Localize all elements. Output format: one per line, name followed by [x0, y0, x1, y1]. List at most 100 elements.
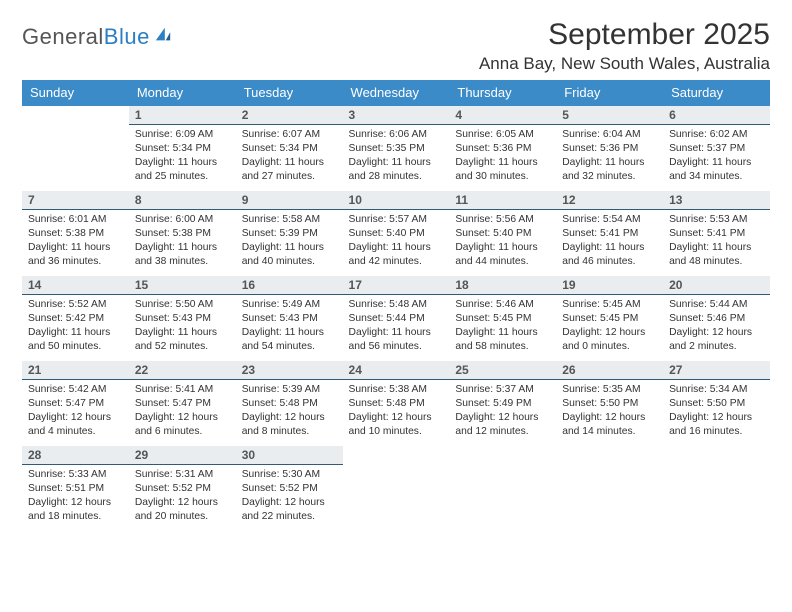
- day-number: 23: [236, 361, 343, 380]
- day-number: 7: [22, 191, 129, 210]
- day-data: Sunrise: 5:50 AMSunset: 5:43 PMDaylight:…: [129, 295, 236, 358]
- title-block: September 2025 Anna Bay, New South Wales…: [479, 18, 770, 74]
- sunset-text: Sunset: 5:48 PM: [242, 397, 337, 411]
- sunset-text: Sunset: 5:50 PM: [669, 397, 764, 411]
- sunset-text: Sunset: 5:47 PM: [28, 397, 123, 411]
- location: Anna Bay, New South Wales, Australia: [479, 54, 770, 74]
- sunrise-text: Sunrise: 5:38 AM: [349, 383, 444, 397]
- calendar-cell: 21Sunrise: 5:42 AMSunset: 5:47 PMDayligh…: [22, 361, 129, 446]
- day-data: Sunrise: 5:54 AMSunset: 5:41 PMDaylight:…: [556, 210, 663, 273]
- daylight-line1: Daylight: 12 hours: [242, 496, 337, 510]
- daylight-line1: Daylight: 12 hours: [669, 411, 764, 425]
- day-number: 17: [343, 276, 450, 295]
- sunrise-text: Sunrise: 5:53 AM: [669, 213, 764, 227]
- sunrise-text: Sunrise: 5:54 AM: [562, 213, 657, 227]
- day-number: 11: [449, 191, 556, 210]
- dow-friday: Friday: [556, 80, 663, 106]
- dow-monday: Monday: [129, 80, 236, 106]
- sunrise-text: Sunrise: 5:58 AM: [242, 213, 337, 227]
- day-data: Sunrise: 5:30 AMSunset: 5:52 PMDaylight:…: [236, 465, 343, 528]
- day-number: 2: [236, 106, 343, 125]
- daylight-line2: and 36 minutes.: [28, 255, 123, 269]
- logo-text-gray: General: [22, 24, 104, 49]
- dow-tuesday: Tuesday: [236, 80, 343, 106]
- calendar-cell: 23Sunrise: 5:39 AMSunset: 5:48 PMDayligh…: [236, 361, 343, 446]
- day-number: 1: [129, 106, 236, 125]
- sunset-text: Sunset: 5:50 PM: [562, 397, 657, 411]
- daylight-line1: Daylight: 11 hours: [562, 156, 657, 170]
- calendar-cell: 16Sunrise: 5:49 AMSunset: 5:43 PMDayligh…: [236, 276, 343, 361]
- sunset-text: Sunset: 5:41 PM: [669, 227, 764, 241]
- daylight-line2: and 34 minutes.: [669, 170, 764, 184]
- day-data: Sunrise: 5:58 AMSunset: 5:39 PMDaylight:…: [236, 210, 343, 273]
- sunset-text: Sunset: 5:51 PM: [28, 482, 123, 496]
- day-data: Sunrise: 5:34 AMSunset: 5:50 PMDaylight:…: [663, 380, 770, 443]
- daylight-line1: Daylight: 12 hours: [28, 496, 123, 510]
- day-data: Sunrise: 6:04 AMSunset: 5:36 PMDaylight:…: [556, 125, 663, 188]
- daylight-line1: Daylight: 11 hours: [349, 326, 444, 340]
- calendar-cell: [449, 446, 556, 531]
- day-data: Sunrise: 5:31 AMSunset: 5:52 PMDaylight:…: [129, 465, 236, 528]
- day-number: 14: [22, 276, 129, 295]
- calendar-cell: 6Sunrise: 6:02 AMSunset: 5:37 PMDaylight…: [663, 106, 770, 191]
- daylight-line1: Daylight: 12 hours: [669, 326, 764, 340]
- day-number: 22: [129, 361, 236, 380]
- day-data: Sunrise: 6:05 AMSunset: 5:36 PMDaylight:…: [449, 125, 556, 188]
- day-data: Sunrise: 5:46 AMSunset: 5:45 PMDaylight:…: [449, 295, 556, 358]
- daylight-line2: and 25 minutes.: [135, 170, 230, 184]
- logo-sail-icon: [154, 26, 172, 44]
- calendar-week: 14 Sunrise: 5:52 AMSunset: 5:42 PM Dayligh…: [22, 276, 770, 361]
- sunrise-text: Sunrise: 5:49 AM: [242, 298, 337, 312]
- daylight-line2: and 28 minutes.: [349, 170, 444, 184]
- daylight-line1: Daylight: 12 hours: [562, 326, 657, 340]
- sunset-text: Sunset: 5:49 PM: [455, 397, 550, 411]
- sunrise-text: Sunrise: 5:46 AM: [455, 298, 550, 312]
- sunrise-text: Sunrise: 5:42 AM: [28, 383, 123, 397]
- daylight-line2: and 56 minutes.: [349, 340, 444, 354]
- sunset-text: Sunset: 5:44 PM: [349, 312, 444, 326]
- day-data: Sunrise: 5:56 AMSunset: 5:40 PMDaylight:…: [449, 210, 556, 273]
- day-number: 6: [663, 106, 770, 125]
- day-number: 24: [343, 361, 450, 380]
- calendar-cell: 4Sunrise: 6:05 AMSunset: 5:36 PMDaylight…: [449, 106, 556, 191]
- day-data: Sunrise: 5:48 AMSunset: 5:44 PMDaylight:…: [343, 295, 450, 358]
- sunrise-text: Sunrise: 6:04 AM: [562, 128, 657, 142]
- daylight-line1: Daylight: 11 hours: [135, 241, 230, 255]
- daylight-line1: Daylight: 11 hours: [455, 241, 550, 255]
- sunset-text: Sunset: 5:38 PM: [28, 227, 123, 241]
- daylight-line2: and 22 minutes.: [242, 510, 337, 524]
- calendar-cell: 10Sunrise: 5:57 AMSunset: 5:40 PMDayligh…: [343, 191, 450, 276]
- calendar-cell: 17Sunrise: 5:48 AMSunset: 5:44 PMDayligh…: [343, 276, 450, 361]
- sunset-text: Sunset: 5:42 PM: [28, 312, 123, 326]
- day-data: Sunrise: 6:00 AMSunset: 5:38 PMDaylight:…: [129, 210, 236, 273]
- day-data: Sunrise: 5:45 AMSunset: 5:45 PMDaylight:…: [556, 295, 663, 358]
- sunset-text: Sunset: 5:45 PM: [562, 312, 657, 326]
- day-number: 27: [663, 361, 770, 380]
- sunset-text: Sunset: 5:40 PM: [455, 227, 550, 241]
- daylight-line2: and 52 minutes.: [135, 340, 230, 354]
- sunrise-text: Sunrise: 5:52 AM: [28, 298, 123, 312]
- daylight-line1: Daylight: 11 hours: [242, 156, 337, 170]
- sunrise-text: Sunrise: 5:31 AM: [135, 468, 230, 482]
- day-data: Sunrise: 5:41 AMSunset: 5:47 PMDaylight:…: [129, 380, 236, 443]
- daylight-line2: and 10 minutes.: [349, 425, 444, 439]
- sunset-text: Sunset: 5:34 PM: [135, 142, 230, 156]
- daylight-line2: and 18 minutes.: [28, 510, 123, 524]
- calendar-cell: 8Sunrise: 6:00 AMSunset: 5:38 PMDaylight…: [129, 191, 236, 276]
- sunrise-text: Sunrise: 5:45 AM: [562, 298, 657, 312]
- daylight-line2: and 44 minutes.: [455, 255, 550, 269]
- sunrise-text: Sunrise: 5:34 AM: [669, 383, 764, 397]
- daylight-line2: and 4 minutes.: [28, 425, 123, 439]
- sunset-text: Sunset: 5:52 PM: [135, 482, 230, 496]
- sunrise-text: Sunrise: 6:09 AM: [135, 128, 230, 142]
- calendar-week: 7Sunrise: 6:01 AMSunset: 5:38 PMDaylight…: [22, 191, 770, 276]
- calendar-week: 1 Sunrise: 6:09 AMSunset: 5:34 PM Daylight…: [22, 106, 770, 191]
- calendar-cell: 9Sunrise: 5:58 AMSunset: 5:39 PMDaylight…: [236, 191, 343, 276]
- calendar-week: 28Sunrise: 5:33 AMSunset: 5:51 PMDayligh…: [22, 446, 770, 531]
- calendar-cell: 25Sunrise: 5:37 AMSunset: 5:49 PMDayligh…: [449, 361, 556, 446]
- sunrise-text: Sunrise: 5:56 AM: [455, 213, 550, 227]
- day-number: 12: [556, 191, 663, 210]
- day-number: 28: [22, 446, 129, 465]
- calendar-body: 1 Sunrise: 6:09 AMSunset: 5:34 PM Daylight…: [22, 106, 770, 531]
- day-data: Sunrise: 5:33 AMSunset: 5:51 PMDaylight:…: [22, 465, 129, 528]
